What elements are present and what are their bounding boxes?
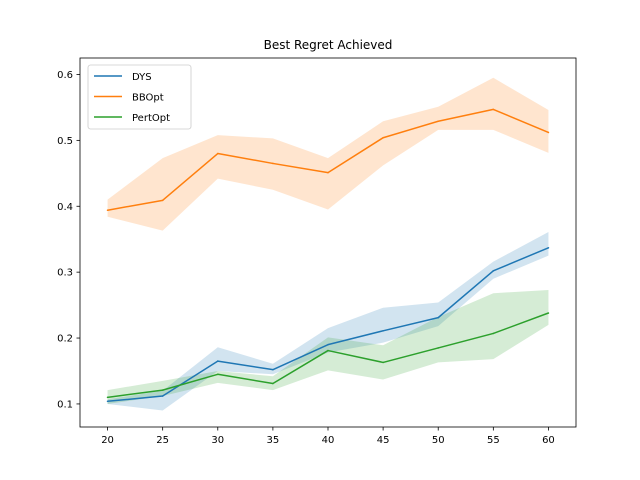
band-bbopt bbox=[107, 77, 549, 231]
y-tick-label: 0.1 bbox=[57, 399, 73, 410]
data-point-bbopt bbox=[437, 120, 440, 123]
data-point-pertopt bbox=[327, 349, 329, 352]
x-tick-label: 25 bbox=[156, 435, 169, 446]
data-point-bbopt bbox=[216, 152, 219, 155]
data-point-dys bbox=[382, 330, 384, 332]
data-point-dys bbox=[106, 400, 109, 403]
data-point-dys bbox=[547, 246, 550, 249]
legend-label-dys: DYS bbox=[132, 72, 152, 83]
y-tick-label: 0.2 bbox=[57, 334, 73, 345]
y-tick-label: 0.3 bbox=[57, 268, 73, 279]
legend: DYS BBOpt PertOpt bbox=[87, 64, 192, 130]
x-tick-label: 45 bbox=[377, 435, 390, 446]
axes: 20 25 30 35 40 45 50 55 60 0.1 0.2 0.3 0.4 0.5 0.6 bbox=[57, 57, 577, 446]
x-tick-label: 35 bbox=[267, 435, 280, 446]
x-tick-label: 40 bbox=[322, 435, 335, 446]
data-point-dys bbox=[272, 368, 274, 371]
data-point-pertopt bbox=[492, 332, 495, 335]
confidence-bands bbox=[107, 77, 549, 411]
x-tick-label: 50 bbox=[432, 435, 445, 446]
data-point-pertopt bbox=[216, 373, 219, 376]
legend-box bbox=[87, 64, 192, 130]
data-point-bbopt bbox=[547, 131, 550, 134]
data-point-pertopt bbox=[547, 312, 550, 314]
data-point-pertopt bbox=[161, 389, 164, 391]
y-tick-label: 0.4 bbox=[57, 202, 73, 213]
data-point-bbopt bbox=[327, 171, 329, 174]
data-point-pertopt bbox=[106, 396, 109, 399]
data-point-pertopt bbox=[382, 361, 384, 364]
x-tick-label: 20 bbox=[101, 435, 114, 446]
band-pertopt bbox=[107, 289, 549, 404]
band-dys bbox=[107, 231, 549, 411]
data-point-bbopt bbox=[106, 209, 109, 212]
series-lines bbox=[106, 108, 550, 403]
chart-title: Best Regret Achieved bbox=[264, 38, 393, 52]
data-point-dys bbox=[327, 343, 329, 346]
data-point-pertopt bbox=[272, 382, 274, 385]
data-point-dys bbox=[492, 270, 495, 272]
data-point-pertopt bbox=[437, 347, 440, 349]
legend-label-pertopt: PertOpt bbox=[132, 113, 170, 124]
x-tick-label: 60 bbox=[542, 435, 555, 446]
data-point-dys bbox=[437, 316, 440, 319]
y-tick-label: 0.6 bbox=[57, 70, 73, 81]
y-tick-label: 0.5 bbox=[57, 136, 73, 147]
x-tick-label: 55 bbox=[487, 435, 500, 446]
data-point-bbopt bbox=[382, 136, 384, 139]
legend-label-bbopt: BBOpt bbox=[132, 93, 164, 104]
data-point-bbopt bbox=[492, 108, 495, 111]
x-tick-label: 30 bbox=[211, 435, 224, 446]
data-point-dys bbox=[216, 360, 219, 362]
data-point-bbopt bbox=[161, 199, 164, 202]
data-point-bbopt bbox=[272, 162, 274, 165]
data-point-dys bbox=[161, 395, 164, 397]
